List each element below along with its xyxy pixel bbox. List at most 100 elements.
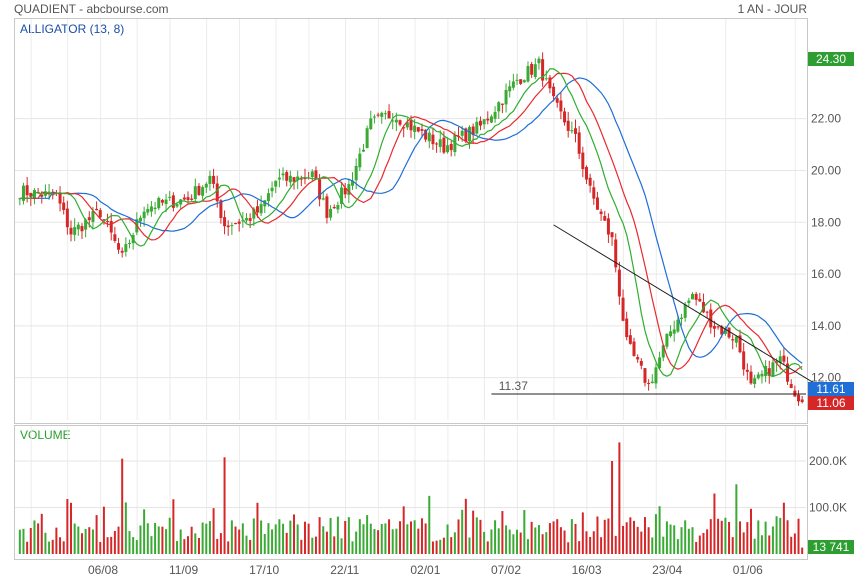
candle-body <box>544 78 548 80</box>
candle-body <box>687 300 691 303</box>
volume-bar <box>172 499 175 554</box>
candle-body <box>244 218 248 221</box>
candle-body <box>387 111 391 119</box>
x-tick-label: 17/10 <box>249 563 279 577</box>
candle-body <box>797 394 801 402</box>
candle-body <box>504 89 508 105</box>
volume-bar <box>731 537 734 554</box>
candle-body <box>749 371 753 384</box>
candle-body <box>522 80 526 83</box>
volume-bar <box>399 521 402 554</box>
volume-bar <box>347 517 350 554</box>
candle-body <box>120 250 124 253</box>
candle-body <box>113 234 117 241</box>
candle-body <box>515 79 519 81</box>
candle-body <box>179 199 183 205</box>
volume-bars <box>18 442 804 554</box>
volume-bar <box>490 529 493 554</box>
volume-bar <box>186 536 189 554</box>
annotations: 11.37 <box>491 224 833 395</box>
volume-bar <box>278 519 281 554</box>
volume-bar <box>782 502 785 554</box>
volume-bar <box>417 528 420 554</box>
candle-body <box>347 184 351 195</box>
volume-bar <box>197 537 200 554</box>
candle-body <box>720 326 724 335</box>
volume-bar <box>303 521 306 554</box>
candle-body <box>76 224 80 230</box>
x-tick-label: 07/02 <box>491 563 521 577</box>
volume-bar <box>801 547 804 554</box>
volume-bar <box>702 532 705 554</box>
volume-bar <box>501 511 504 554</box>
candle-body <box>435 143 439 145</box>
period-label[interactable]: 1 AN - JOUR <box>737 2 807 16</box>
candle-body <box>464 128 468 142</box>
candle-body <box>530 63 534 75</box>
volume-bar <box>483 531 486 554</box>
candle-body <box>361 149 365 152</box>
volume-bar <box>219 533 222 554</box>
candle-body <box>40 194 44 197</box>
volume-bar <box>545 532 548 554</box>
volume-bar <box>263 533 266 554</box>
volume-bar <box>567 542 570 554</box>
candle-body <box>157 197 161 209</box>
candle-body <box>84 219 88 230</box>
candle-body <box>438 139 442 147</box>
candle-body <box>186 197 190 201</box>
volume-bar <box>622 525 625 554</box>
volume-bar <box>464 498 467 554</box>
candle-body <box>734 336 738 343</box>
candle-body <box>274 180 278 187</box>
candle-body <box>533 64 537 78</box>
candle-body <box>402 127 406 129</box>
candle-body <box>712 326 716 329</box>
candle-body <box>102 219 106 221</box>
volume-bar <box>234 526 237 554</box>
volume-bar <box>742 532 745 554</box>
volume-bar <box>647 527 650 554</box>
volume-bar <box>494 520 497 554</box>
volume-bar <box>775 516 778 554</box>
candle-body <box>329 208 333 218</box>
volume-bar <box>552 521 555 554</box>
candle-body <box>449 143 453 151</box>
volume-bar <box>684 520 687 554</box>
candle-body <box>489 116 493 123</box>
volume-bar <box>643 517 646 554</box>
candle-body <box>453 135 457 153</box>
candle-body <box>614 239 618 268</box>
candle-body <box>109 220 113 233</box>
axes: 06/08 11/09 17/10 22/11 02/01 07/02 16/03 23/04… <box>88 112 847 577</box>
candle-body <box>160 200 164 203</box>
volume-bar <box>168 517 171 554</box>
volume-bar <box>676 539 679 554</box>
volume-bar <box>201 522 204 554</box>
volume-bar <box>541 534 544 554</box>
volume-bar <box>150 536 153 554</box>
volume-bar <box>300 539 303 554</box>
volume-bar <box>618 442 621 554</box>
candle-body <box>716 326 720 328</box>
candle-body <box>416 127 420 132</box>
volume-bar <box>384 523 387 554</box>
volume-bar <box>256 502 259 554</box>
candle-body <box>683 304 687 318</box>
volume-bar <box>318 517 321 554</box>
volume-bar <box>84 528 87 554</box>
volume-bar <box>227 541 230 554</box>
candle-body <box>299 178 303 180</box>
candle-body <box>354 165 358 181</box>
candle-body <box>541 59 545 81</box>
volume-bar <box>607 518 610 554</box>
volume-bar <box>208 521 211 554</box>
volume-bar <box>351 541 354 554</box>
volume-bar <box>157 526 160 554</box>
candle-body <box>321 198 325 200</box>
volume-bar <box>457 519 460 554</box>
candle-body <box>175 204 179 207</box>
volume-bar <box>673 525 676 554</box>
volume-badge: 13 741 <box>808 540 854 554</box>
candle-body <box>212 175 216 184</box>
